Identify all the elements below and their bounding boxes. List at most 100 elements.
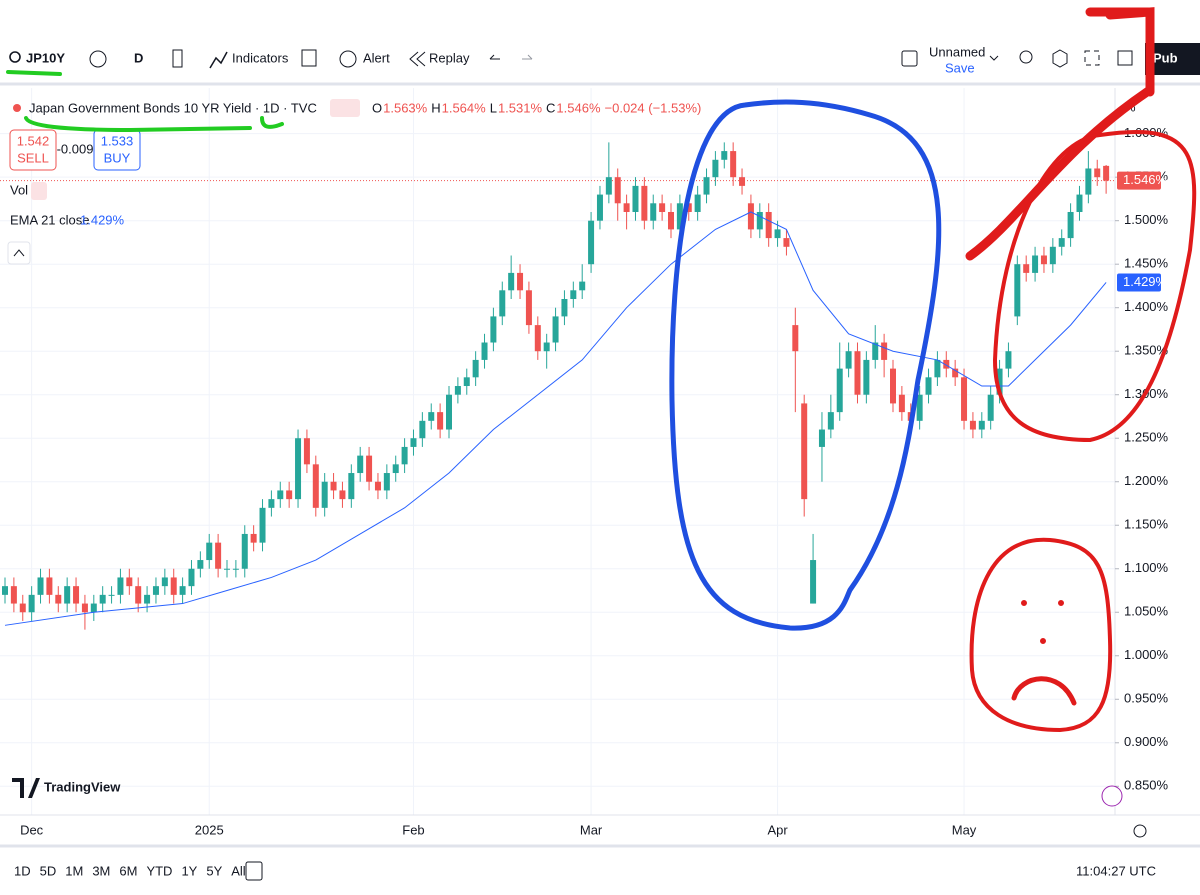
timeframe-button[interactable]: YTD [146, 863, 172, 878]
templates-icon[interactable] [301, 49, 317, 67]
candle-body [188, 568, 195, 587]
candle-body [961, 377, 968, 421]
ema-label: EMA 21 close [10, 212, 90, 227]
candle-body [73, 586, 80, 604]
change: −0.024 (−1.53%) [605, 100, 702, 115]
timeframe-button[interactable]: 1D [14, 863, 31, 878]
layout-name[interactable]: Unnamed [929, 44, 985, 59]
candle-body [792, 325, 799, 352]
candle-body [614, 177, 621, 204]
timeframe-button[interactable]: All [231, 863, 246, 878]
alert-icon[interactable] [339, 50, 357, 68]
quick-search-icon[interactable] [1019, 50, 1033, 64]
candle-body [259, 507, 266, 543]
collapse-button[interactable] [7, 241, 31, 265]
candle-body [579, 281, 586, 291]
vol-warning[interactable] [31, 182, 47, 200]
candle-body [90, 603, 97, 613]
annotations [6, 7, 1197, 733]
candle-body [37, 577, 44, 595]
ohlc-label: O [372, 100, 382, 115]
redo-icon[interactable] [522, 54, 533, 60]
collapse-icon[interactable] [13, 249, 25, 257]
date-range-icon[interactable] [245, 861, 263, 881]
y-tick-label: 1.000% [1124, 647, 1169, 662]
face-eye-left [1021, 600, 1027, 606]
y-tick-label: 1.350% [1124, 343, 1169, 358]
timeframe-button[interactable]: 6M [119, 863, 137, 878]
candle-body [650, 203, 657, 221]
candle-body [179, 586, 186, 595]
candle-body [170, 577, 177, 595]
candle-body [224, 568, 230, 570]
timeframe-button[interactable]: 5D [40, 863, 57, 878]
candle-body [676, 203, 683, 230]
candle-body [1058, 238, 1065, 247]
sell-label[interactable]: SELL [17, 150, 49, 165]
candle-body [1014, 264, 1021, 317]
x-tick-label: Feb [402, 822, 424, 837]
green-underline-title [24, 116, 252, 133]
plot-area [2, 142, 1110, 630]
candle-body [890, 368, 896, 404]
timeframe-button[interactable]: 1Y [181, 863, 197, 878]
snapshot-icon[interactable] [1117, 50, 1133, 66]
candle-body [144, 594, 151, 604]
search-icon[interactable] [9, 51, 21, 63]
candle-body [1085, 168, 1092, 195]
market-status-dot [13, 104, 21, 112]
candle-body [659, 203, 666, 212]
candle-body [117, 577, 124, 595]
candle-body [428, 412, 435, 421]
candle-body [215, 542, 222, 569]
indicators-icon[interactable] [209, 51, 228, 69]
buy-price[interactable]: 1.533 [101, 133, 134, 148]
y-tick-label: 1.500% [1124, 212, 1169, 227]
candle-body [801, 403, 808, 500]
ema_last-tag [1117, 273, 1161, 292]
indicators-button[interactable]: Indicators [232, 50, 289, 65]
symbol[interactable]: JP10Y [26, 50, 65, 65]
replay-button[interactable]: Replay [429, 50, 470, 65]
compare-icon[interactable] [89, 50, 107, 68]
alert-button[interactable]: Alert [363, 50, 390, 65]
timeframes: 1D 5D 1M 3M 6M YTD 1Y 5Y All [14, 863, 246, 878]
spread: -0.009 [57, 141, 94, 156]
save-label[interactable]: Save [945, 60, 975, 75]
candle-body [943, 359, 950, 369]
candle-body [10, 586, 17, 604]
candle-body [774, 229, 781, 239]
layout-dropdown[interactable] [989, 55, 999, 61]
timeframe-button[interactable]: 5Y [206, 863, 222, 878]
y-tick-label: 1.050% [1124, 604, 1169, 619]
publish-button[interactable]: Pub [1153, 50, 1178, 65]
sell-button[interactable] [9, 129, 57, 171]
fullscreen-icon[interactable] [1084, 50, 1100, 66]
settings-icon[interactable] [1052, 49, 1068, 68]
candle-body [366, 455, 373, 482]
buy-label[interactable]: BUY [104, 150, 131, 165]
timeframe-button[interactable]: 1M [65, 863, 83, 878]
sell-price[interactable]: 1.542 [17, 133, 50, 148]
candle-body [836, 368, 843, 413]
candle-body [730, 151, 737, 178]
candle-body [1049, 246, 1056, 265]
replay-icon[interactable] [409, 51, 426, 67]
layout-icon[interactable] [901, 50, 918, 67]
ohlc-label: L [490, 100, 497, 115]
candle-body [934, 359, 941, 378]
candle-body [206, 542, 213, 561]
candle-body [1076, 194, 1083, 212]
candle-body [1103, 165, 1110, 181]
timeframe-button[interactable]: 3M [92, 863, 110, 878]
undo-icon[interactable] [489, 54, 500, 60]
interval[interactable]: D [134, 50, 143, 65]
y-tick-label: 1.150% [1124, 517, 1169, 532]
vol-label: Vol [10, 182, 28, 197]
legend-badge [330, 99, 360, 117]
x-tick-label: May [952, 822, 977, 837]
axis-settings[interactable] [1133, 824, 1147, 838]
alert-flash[interactable] [1101, 785, 1123, 807]
candle-body [881, 342, 888, 360]
chart-type-icon[interactable] [172, 49, 183, 68]
